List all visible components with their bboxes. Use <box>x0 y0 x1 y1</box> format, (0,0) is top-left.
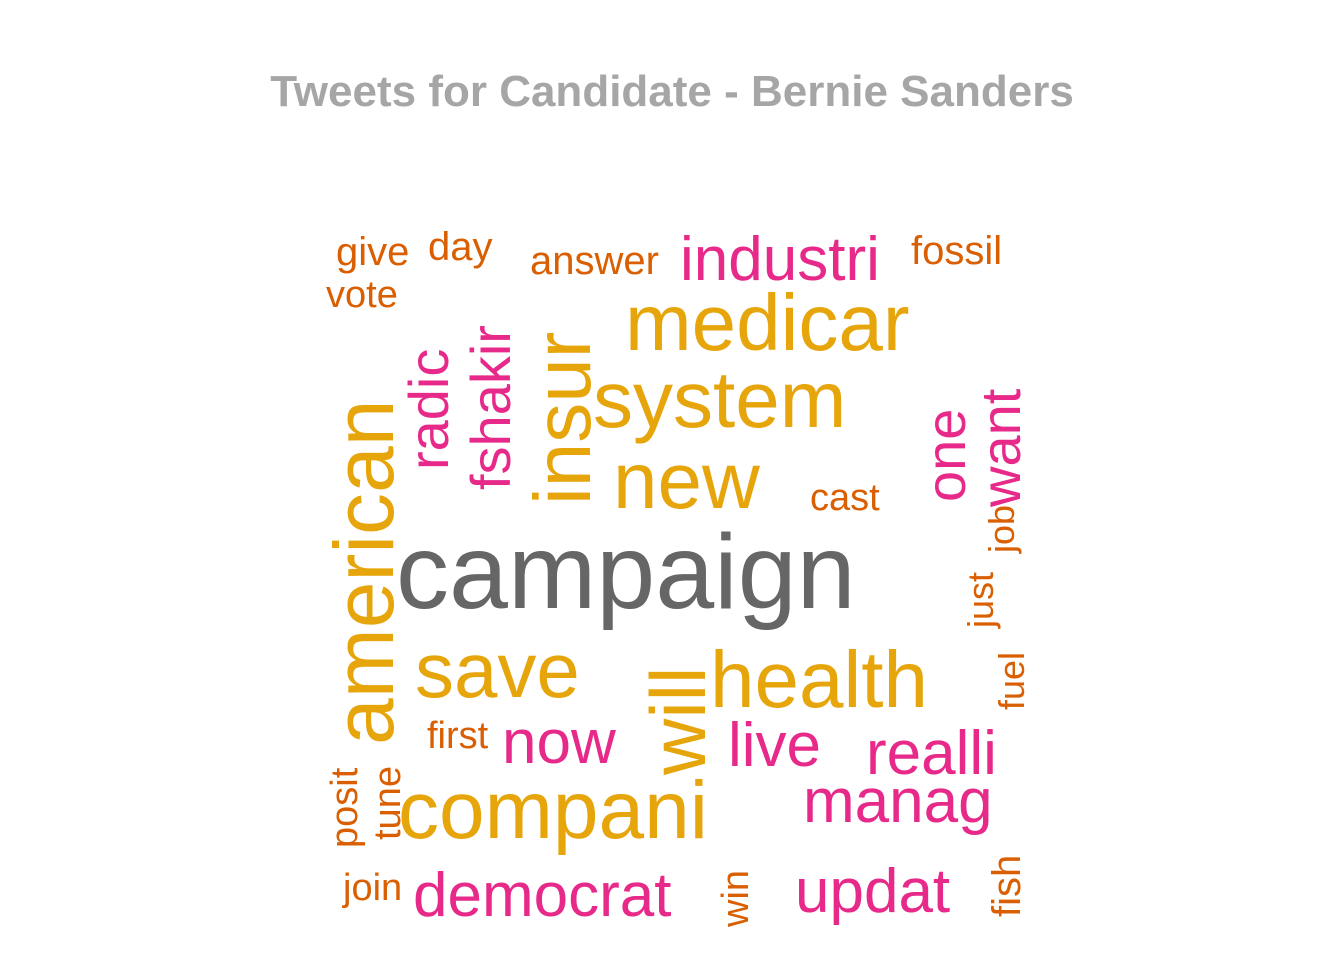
word-democrat: democrat <box>413 861 671 930</box>
chart-title: Tweets for Candidate - Bernie Sanders <box>270 67 1074 116</box>
word-first: first <box>427 715 489 757</box>
word-now: now <box>502 708 616 777</box>
word-fshakir: fshakir <box>459 325 522 490</box>
word-realli: realli <box>866 719 997 788</box>
word-day: day <box>428 225 493 269</box>
word-medicar: medicar <box>625 278 910 367</box>
word-manag: manag <box>803 767 993 836</box>
word-want: want <box>969 388 1032 508</box>
word-campaign: campaign <box>396 513 856 631</box>
word-tune: tune <box>367 766 409 840</box>
word-cast: cast <box>810 477 880 519</box>
word-win: win <box>715 870 757 928</box>
word-job: job <box>981 505 1022 554</box>
word-compani: compani <box>398 765 708 856</box>
word-fossil: fossil <box>911 229 1002 273</box>
word-vote: vote <box>326 274 398 316</box>
word-live: live <box>728 711 821 780</box>
word-system: system <box>593 355 846 444</box>
word-american: american <box>317 400 411 745</box>
word-insur: insur <box>518 332 607 505</box>
word-save: save <box>415 626 580 714</box>
word-answer: answer <box>530 239 659 283</box>
word-join: join <box>342 867 402 909</box>
word-fish: fish <box>985 855 1029 917</box>
word-give: give <box>336 230 409 274</box>
word-one: one <box>914 409 977 502</box>
word-posit: posit <box>324 767 366 848</box>
word-updat: updat <box>795 857 950 926</box>
word-new: new <box>613 436 760 525</box>
word-health: health <box>710 635 928 724</box>
word-radic: radic <box>397 349 460 470</box>
word-fuel: fuel <box>991 652 1032 710</box>
word-will: will <box>634 667 722 776</box>
word-just: just <box>960 572 1001 629</box>
word-industri: industri <box>680 225 880 294</box>
